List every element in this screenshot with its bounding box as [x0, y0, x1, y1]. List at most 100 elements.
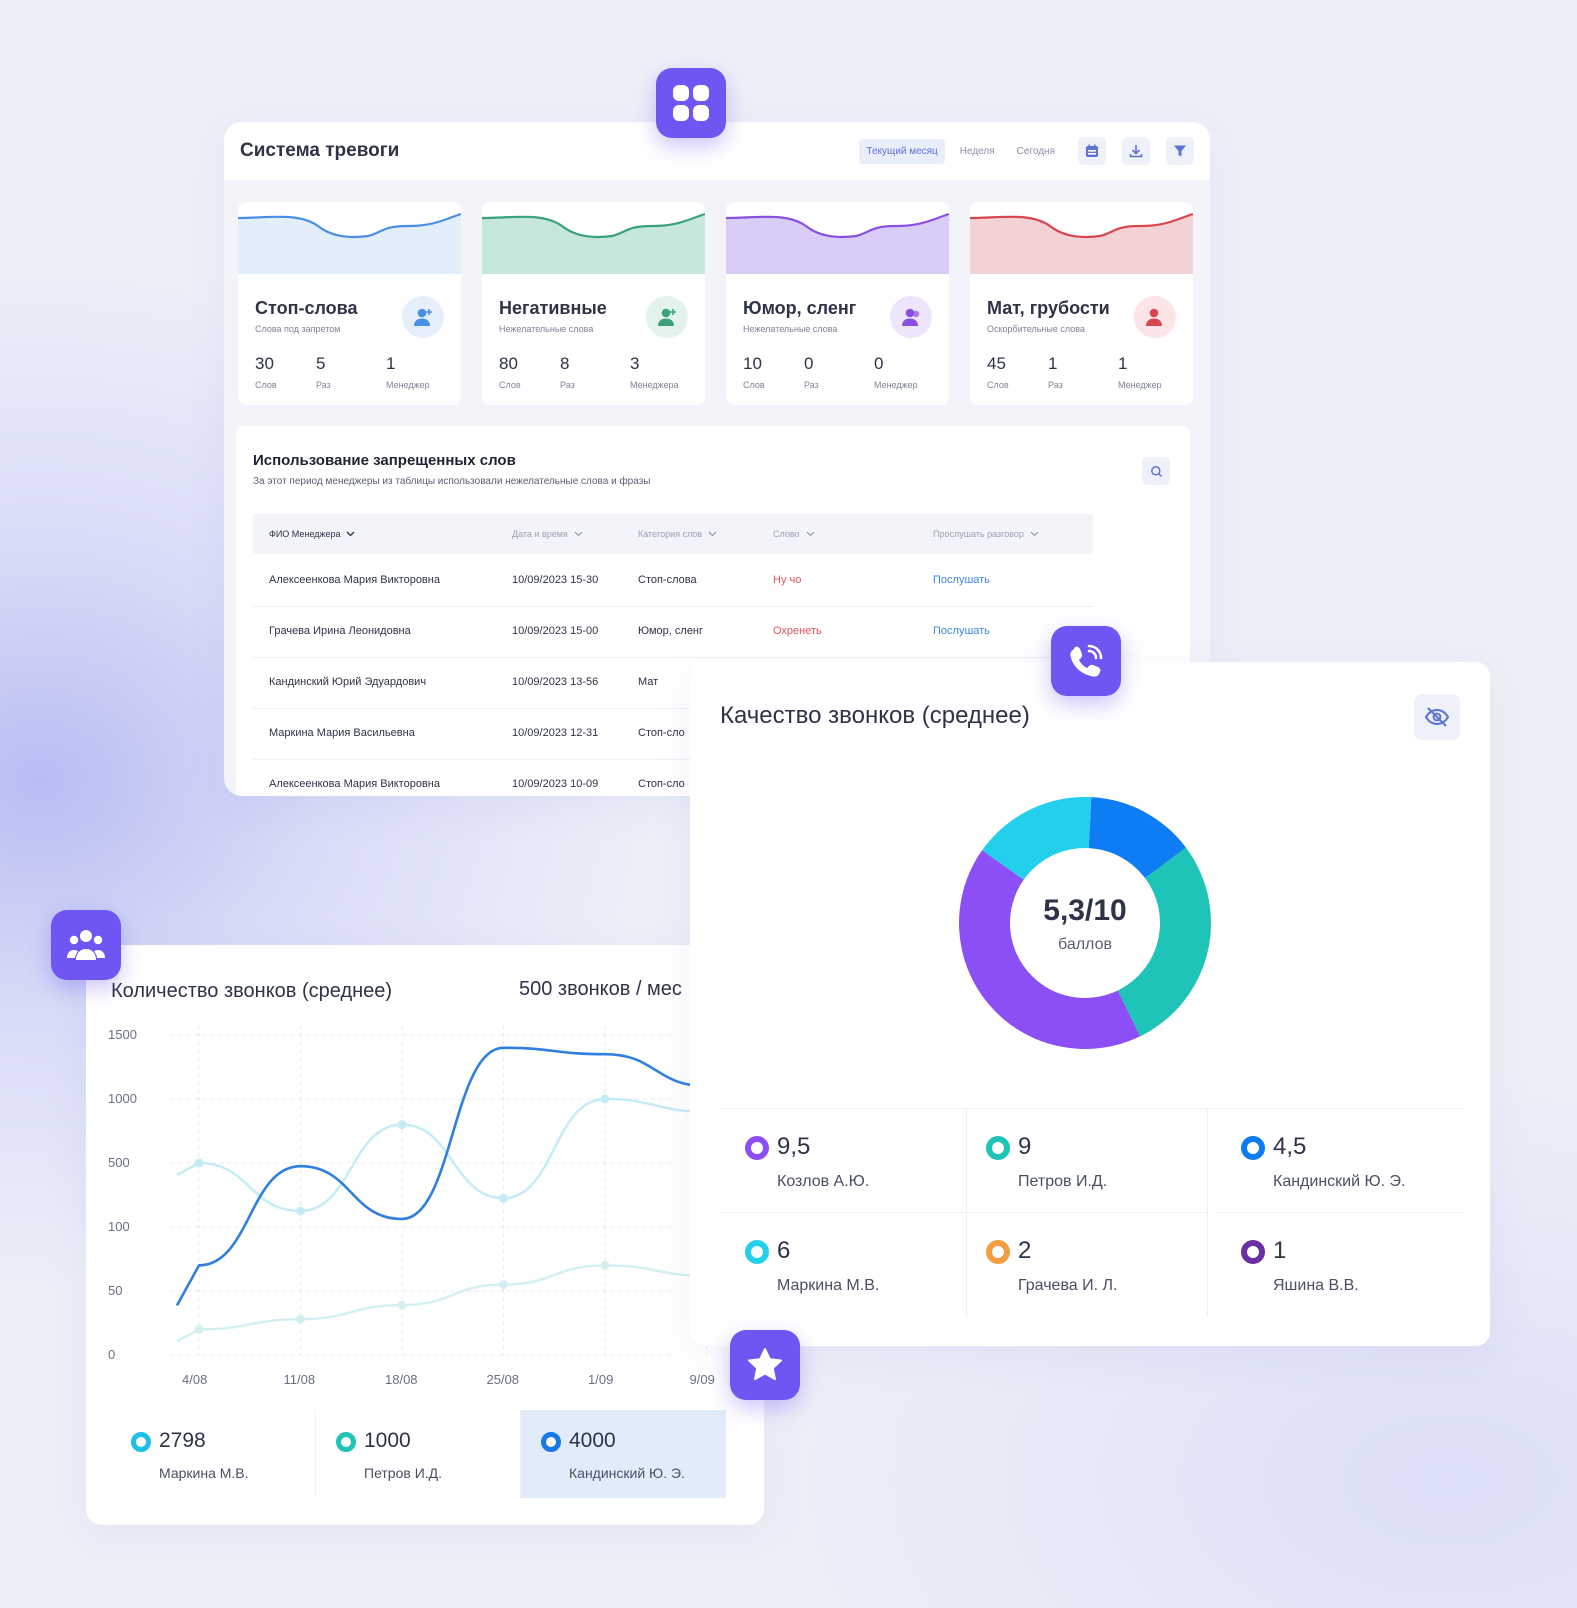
- stat-value: 3: [630, 354, 640, 373]
- calls-legend-item[interactable]: 4000 Кандинский Ю. Э.: [521, 1410, 726, 1498]
- cell-category: Стоп-слова: [638, 574, 697, 586]
- legend-dot: [986, 1240, 1010, 1264]
- card-avatar: [402, 296, 444, 338]
- quality-value: 9,5: [777, 1133, 811, 1160]
- category-card[interactable]: Юмор, сленг Нежелательные слова 10 Слов 0 Раз…: [726, 202, 949, 405]
- legend-dot: [131, 1432, 151, 1452]
- cell-name: Кандинский Юрий Эдуардович: [269, 676, 427, 688]
- stat-label: Менеджер: [1118, 380, 1162, 390]
- x-tick-label: 25/08: [487, 1372, 520, 1387]
- card-stats: 30 Слов 5 Раз 1 Менеджер: [255, 354, 447, 390]
- y-tick-label: 1500: [108, 1027, 137, 1042]
- table-row: Маркина Мария Васильевна 10/09/2023 12-31…: [253, 709, 1093, 760]
- series-point: [499, 1280, 508, 1290]
- filter-button[interactable]: [1166, 137, 1194, 165]
- rating-badge: [730, 1330, 800, 1400]
- x-tick-label: 1/09: [588, 1372, 613, 1387]
- card-stat: 45 Слов: [987, 354, 1048, 390]
- table-search-button[interactable]: [1142, 457, 1170, 485]
- category-card[interactable]: Стоп-слова Слова под запретом 30 Слов 5 Раз 1 М…: [238, 202, 461, 405]
- legend-dot: [745, 1136, 769, 1160]
- star-icon: [748, 1348, 782, 1381]
- card-stats: 10 Слов 0 Раз 0 Менеджер: [743, 354, 935, 390]
- column-header[interactable]: ФИО Менеджера: [269, 529, 355, 539]
- calendar-button[interactable]: [1078, 137, 1106, 165]
- trend-sparkline: [970, 212, 1193, 274]
- user-icon: [414, 308, 432, 326]
- cell-category: Мат: [638, 676, 659, 688]
- hide-button[interactable]: [1414, 694, 1460, 740]
- trend-sparkline: [482, 212, 705, 274]
- filter-today[interactable]: Сегодня: [1016, 145, 1055, 157]
- trend-sparkline: [726, 212, 949, 274]
- legend-dot: [541, 1432, 561, 1452]
- user-icon: [658, 308, 676, 326]
- column-label: Прослушать разговор: [933, 529, 1024, 539]
- series-point: [397, 1120, 407, 1130]
- series-point: [600, 1260, 610, 1270]
- stat-label: Менеджер: [386, 380, 430, 390]
- calls-value: 1000: [364, 1429, 411, 1452]
- phone-call-icon: [1070, 644, 1103, 677]
- download-icon: [1129, 145, 1143, 158]
- series-point: [600, 1094, 610, 1104]
- chevron-down-icon: [574, 531, 583, 537]
- stat-value: 5: [316, 354, 326, 373]
- donut-segment: [982, 797, 1092, 880]
- sparkline-area: [970, 214, 1193, 274]
- stat-label: Менеджер: [874, 380, 918, 390]
- manager-name: Петров И.Д.: [1018, 1173, 1108, 1190]
- column-header[interactable]: Прослушать разговор: [933, 529, 1039, 539]
- card-stat: 10 Слов: [743, 354, 804, 390]
- cell-word: Охренеть: [773, 625, 822, 637]
- card-stat: 0 Менеджер: [874, 354, 935, 390]
- download-button[interactable]: [1122, 137, 1150, 165]
- stat-label: Раз: [804, 380, 819, 390]
- cell-action[interactable]: Послушать: [933, 625, 990, 637]
- stat-label: Слов: [743, 380, 765, 390]
- category-card[interactable]: Мат, грубости Оскорбительные слова 45 Слов 1…: [970, 202, 1193, 405]
- table-row: Алексеенкова Мария Викторовна 10/09/2023 …: [253, 556, 1093, 607]
- card-stat: 0 Раз: [804, 354, 874, 390]
- calls-legend-item[interactable]: 1000 Петров И.Д.: [316, 1410, 521, 1498]
- card-avatar: [646, 296, 688, 338]
- stat-label: Слов: [499, 380, 521, 390]
- column-label: ФИО Менеджера: [269, 529, 341, 539]
- table-row: Кандинский Юрий Эдуардович 10/09/2023 13-…: [253, 658, 1093, 709]
- table-header: ФИО Менеджера Дата и время Категория слов С…: [253, 514, 1093, 554]
- y-tick-label: 100: [108, 1219, 130, 1234]
- column-header[interactable]: Категория слов: [638, 529, 717, 539]
- cell-category: Юмор, сленг: [638, 625, 704, 637]
- column-header[interactable]: Слово: [773, 529, 815, 539]
- alarm-title: Система тревоги: [240, 140, 400, 161]
- cell-name: Грачева Ирина Леонидовна: [269, 625, 411, 637]
- table-title: Использование запрещенных слов: [253, 452, 516, 469]
- calls-legend-item[interactable]: 2798 Маркина М.В.: [111, 1410, 316, 1498]
- stat-label: Раз: [1048, 380, 1063, 390]
- filter-week[interactable]: Неделя: [959, 145, 995, 157]
- cell-category: Стоп-сло: [638, 727, 685, 739]
- cell-word: Ну чо: [773, 574, 802, 586]
- sparkline-area: [238, 214, 461, 274]
- search-icon: [1150, 465, 1162, 477]
- card-title: Стоп-слова: [255, 298, 358, 318]
- cell-date: 10/09/2023 15-30: [512, 574, 599, 586]
- column-header[interactable]: Дата и время: [512, 529, 583, 539]
- y-tick-label: 50: [108, 1283, 122, 1298]
- table-row: Алексеенкова Мария Викторовна 10/09/2023 …: [253, 760, 1093, 796]
- manager-name: Яшина В.В.: [1273, 1277, 1359, 1294]
- cell-action[interactable]: Послушать: [933, 574, 990, 586]
- x-tick-label: 4/08: [182, 1372, 207, 1387]
- filter-current-month[interactable]: Текущий месяц: [859, 138, 945, 164]
- table-subtitle: За этот период менеджеры из таблицы испо…: [253, 476, 651, 487]
- category-card[interactable]: Негативные Нежелательные слова 80 Слов 8 Раз 3…: [482, 202, 705, 405]
- stat-label: Раз: [560, 380, 575, 390]
- series-point: [296, 1206, 305, 1216]
- card-stat: 3 Менеджера: [630, 354, 691, 390]
- manager-name: Кандинский Ю. Э.: [1273, 1173, 1406, 1190]
- stat-value: 1: [386, 354, 396, 373]
- quality-value: 1: [1273, 1237, 1287, 1264]
- quality-legend-item: 9 Петров И.Д.: [961, 1109, 1208, 1213]
- x-tick-label: 18/08: [385, 1372, 418, 1387]
